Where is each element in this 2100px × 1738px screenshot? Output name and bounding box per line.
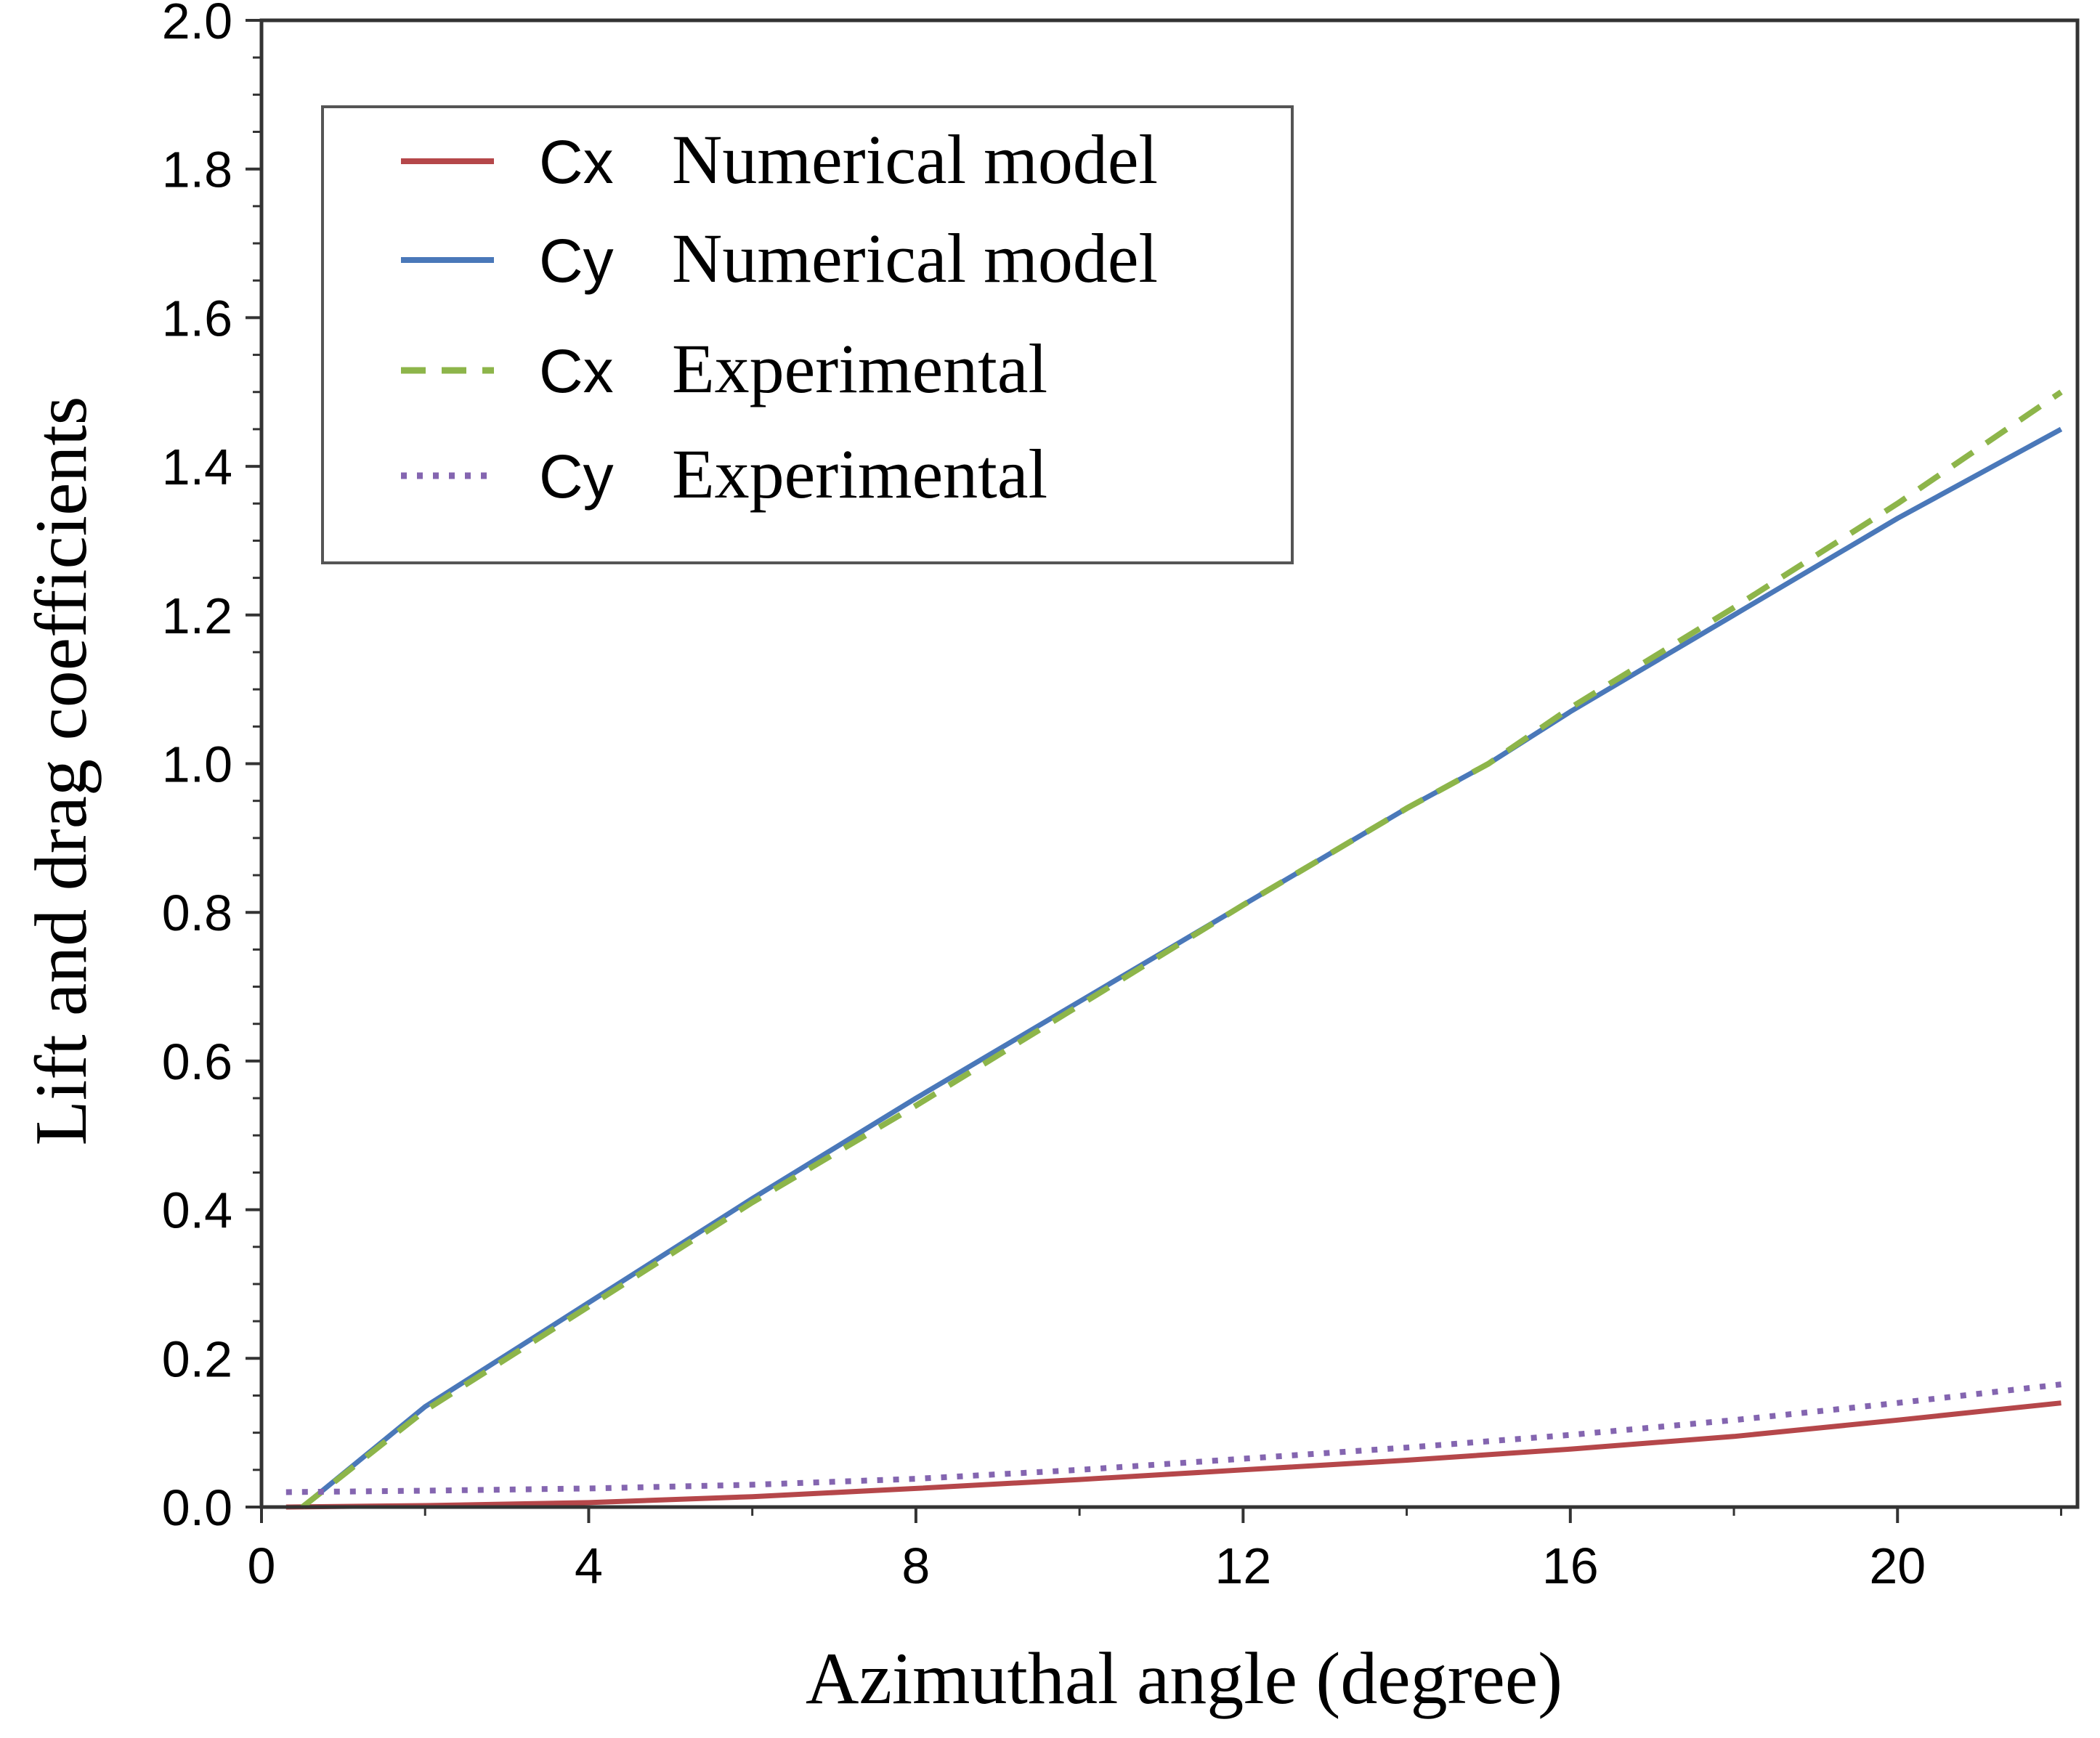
legend-label: Experimental [672,330,1047,407]
series-line-cy-experimental [285,1381,2062,1495]
series-line-cx-experimental [300,389,2063,1510]
y-tick-label: 1.6 [162,290,232,346]
series-layer [285,389,2063,1510]
x-tick-label: 0 [248,1538,276,1594]
y-tick-label: 2.0 [162,0,232,49]
legend-symbol: Cy [539,227,614,295]
ticks-layer: 0.0 0.2 0.4 0.6 0.8 1.0 1.2 1.4 1.6 1.8 2.0 0 4 8 12 16… [162,0,2062,1594]
x-tick-label: 8 [901,1538,930,1594]
x-tick-label: 4 [575,1538,603,1594]
legend: Cx Numerical model Cy Numerical model Cx Expe… [321,105,1294,564]
y-tick-label: 0.4 [162,1182,232,1239]
series-line-cx-numerical-model [285,1400,2062,1510]
legend-symbol: Cx [539,337,614,405]
y-tick-label: 1.2 [162,588,232,644]
legend-symbol: Cy [539,442,614,511]
y-axis-title: Lift and drag coefficients [20,397,102,1146]
y-tick-label: 1.4 [162,439,232,495]
y-tick-label: 0.8 [162,885,232,941]
y-tick-label: 1.0 [162,736,232,793]
y-tick-label: 0.0 [162,1479,232,1536]
y-tick-label: 0.2 [162,1331,232,1387]
x-tick-label: 12 [1215,1538,1271,1594]
y-tick-label: 1.8 [162,142,232,198]
legend-label: Numerical model [672,121,1158,198]
legend-label: Numerical model [672,219,1158,297]
x-tick-label: 16 [1542,1538,1599,1594]
legend-label: Experimental [672,435,1047,513]
x-tick-label: 20 [1869,1538,1926,1594]
x-axis-title: Azimuthal angle (degree) [806,1638,1562,1720]
legend-box [321,105,1294,564]
y-tick-label: 0.6 [162,1034,232,1090]
legend-symbol: Cx [539,128,614,196]
